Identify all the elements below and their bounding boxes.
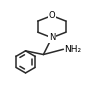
Text: O: O — [49, 11, 55, 20]
Text: N: N — [49, 33, 55, 42]
Text: NH₂: NH₂ — [64, 45, 81, 54]
